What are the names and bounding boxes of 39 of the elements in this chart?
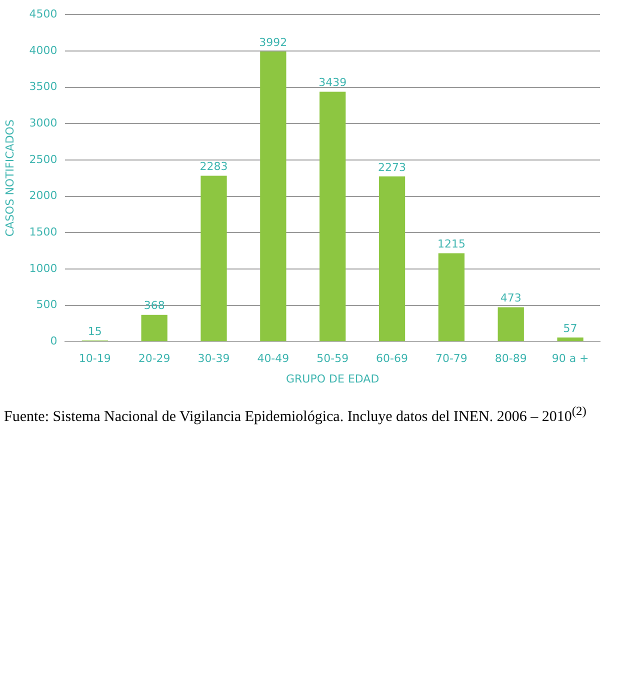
bar — [498, 307, 524, 342]
y-tick-label: 1500 — [29, 225, 58, 238]
x-tick-label: 70-79 — [435, 352, 468, 366]
bar — [320, 92, 346, 342]
data-label: 2273 — [378, 160, 406, 174]
y-tick-label: 4500 — [29, 7, 58, 20]
x-axis-title: GRUPO DE EDAD — [286, 372, 380, 386]
data-label: 3439 — [318, 76, 347, 90]
bar — [200, 176, 227, 342]
y-tick-label: 0 — [50, 334, 58, 348]
bar — [557, 337, 584, 342]
x-tick-label: 20-29 — [138, 352, 170, 366]
bar — [438, 253, 465, 342]
data-label: 368 — [144, 299, 165, 312]
data-label: 15 — [88, 324, 102, 338]
y-tick-label: 1000 — [29, 262, 58, 275]
x-tick-label: 80-89 — [494, 352, 527, 366]
x-tick-label: 10-19 — [78, 352, 111, 366]
x-tick-label: 90 a + — [552, 352, 589, 366]
y-tick-label: 4000 — [29, 44, 58, 57]
bar — [378, 176, 406, 342]
data-label: 3992 — [259, 36, 288, 49]
y-tick-label: 500 — [36, 298, 58, 312]
y-tick-label: 2000 — [29, 189, 58, 202]
data-label: 2283 — [200, 160, 228, 174]
bar — [260, 52, 286, 342]
bar — [141, 314, 168, 342]
x-tick-label: 30-39 — [198, 352, 230, 366]
x-tick-label: 60-69 — [376, 352, 408, 366]
y-tick-label: 2500 — [29, 152, 58, 166]
x-tick-label: 50-59 — [316, 352, 349, 366]
y-tick-label: 3500 — [29, 80, 58, 94]
y-tick-label: 3000 — [29, 116, 58, 130]
x-tick-label: 40-49 — [257, 352, 290, 366]
data-label: 473 — [500, 292, 522, 305]
data-label: 57 — [563, 322, 578, 335]
data-label: 1215 — [437, 238, 466, 251]
y-axis-title: CASOS NOTIFICADOS — [3, 120, 16, 237]
source-note: Fuente: Sistema Nacional de Vigilancia Epidemiológica. Incluye datos del INEN. 2006 – 2010$^{(2)}$ — [4, 404, 588, 426]
